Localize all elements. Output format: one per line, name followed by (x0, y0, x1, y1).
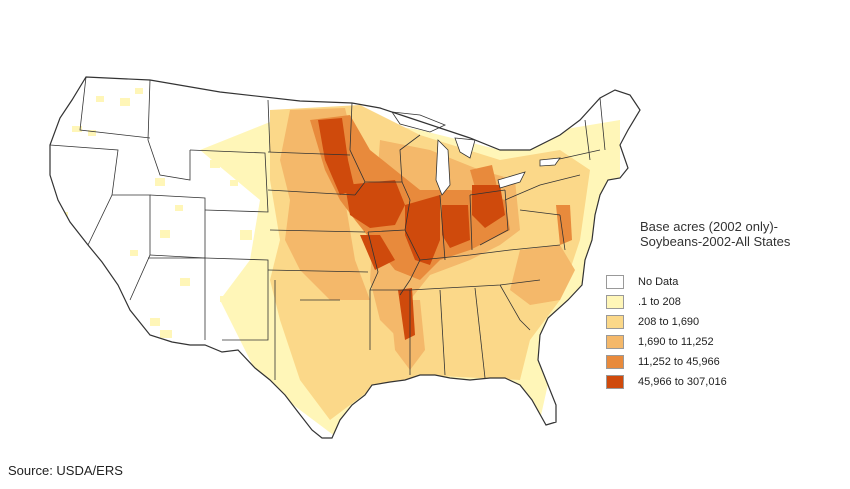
legend-swatch (606, 355, 624, 369)
legend-swatch (606, 275, 624, 289)
legend-title: Base acres (2002 only)- Soybeans-2002-Al… (640, 219, 790, 249)
region-dark-red-river (318, 118, 355, 195)
legend-swatch (606, 295, 624, 309)
legend-label: .1 to 208 (638, 296, 681, 308)
legend-swatch (606, 335, 624, 349)
great-lakes (391, 111, 561, 196)
legend-label: 11,252 to 45,966 (638, 356, 720, 368)
legend-swatch (606, 375, 624, 389)
region-dark-ohio (472, 185, 505, 228)
region-dark-indiana (442, 205, 470, 248)
legend-title-line1: Base acres (2002 only)- (640, 219, 779, 234)
legend-label: 45,966 to 307,016 (638, 376, 727, 388)
region-dark-delta (398, 288, 415, 340)
region-dark-mississippi-river (360, 235, 395, 270)
western-speckles (60, 88, 264, 338)
region-medium-carolinas (510, 245, 575, 305)
legend-label: 208 to 1,690 (638, 316, 700, 328)
source-credit: Source: USDA/ERS (8, 463, 123, 478)
map-land (49, 76, 641, 439)
legend-label: 1,690 to 11,252 (638, 336, 714, 348)
state-boundaries (50, 77, 606, 380)
legend-title-line2: Soybeans-2002-All States (640, 234, 791, 249)
region-dark-iowa (345, 180, 405, 228)
legend-swatch (606, 315, 624, 329)
legend-label: No Data (638, 276, 679, 288)
